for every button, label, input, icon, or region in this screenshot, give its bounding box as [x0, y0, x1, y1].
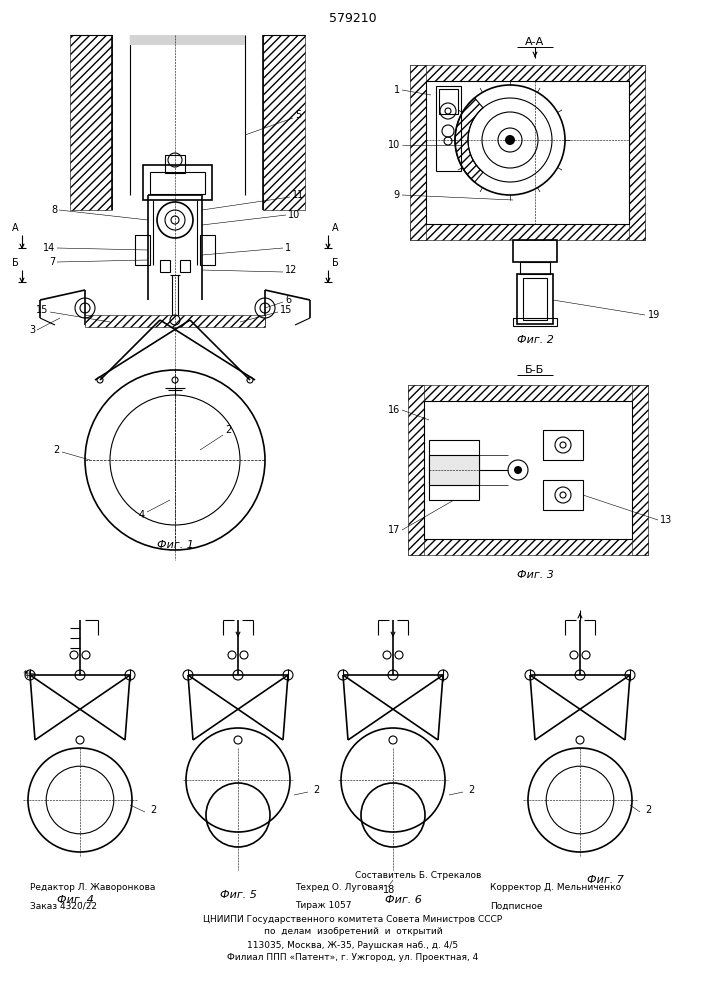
Text: Тираж 1057: Тираж 1057: [295, 902, 351, 910]
Text: Б: Б: [11, 258, 18, 268]
Text: 11: 11: [292, 190, 304, 200]
Text: 15: 15: [35, 305, 48, 315]
Text: А: А: [12, 223, 18, 233]
Circle shape: [514, 466, 522, 474]
Text: 18: 18: [383, 885, 395, 895]
Bar: [429, 455, 479, 485]
Text: ψ: ψ: [25, 668, 30, 678]
Text: 2: 2: [645, 805, 651, 815]
Bar: [165, 155, 185, 173]
Text: 6: 6: [285, 295, 291, 305]
Text: ЦНИИПИ Государственного комитета Совета Министров СССР: ЦНИИПИ Государственного комитета Совета …: [204, 916, 503, 924]
Bar: [543, 430, 583, 460]
Bar: [135, 235, 150, 265]
Bar: [436, 86, 461, 171]
Text: 579210: 579210: [329, 11, 377, 24]
Text: 2: 2: [225, 425, 231, 435]
Bar: [426, 81, 629, 224]
Text: 3: 3: [29, 325, 35, 335]
Text: Фиг. 6: Фиг. 6: [385, 895, 421, 905]
Bar: [150, 172, 205, 194]
Text: 12: 12: [285, 265, 298, 275]
Text: Филиал ППП «Патент», г. Ужгород, ул. Проектная, 4: Филиал ППП «Патент», г. Ужгород, ул. Про…: [228, 954, 479, 962]
Text: Фиг. 2: Фиг. 2: [517, 335, 554, 345]
Bar: [543, 480, 583, 510]
Text: 10: 10: [288, 210, 300, 220]
Bar: [520, 262, 550, 274]
Bar: [410, 224, 645, 240]
Bar: [513, 318, 557, 326]
Bar: [160, 260, 170, 272]
Text: 14: 14: [42, 243, 55, 253]
Text: Фиг. 4: Фиг. 4: [57, 895, 93, 905]
Bar: [408, 539, 648, 555]
Text: 9: 9: [394, 190, 400, 200]
Text: Фиг. 5: Фиг. 5: [220, 890, 257, 900]
Text: Б-Б: Б-Б: [525, 365, 544, 375]
Text: Заказ 4320/22: Заказ 4320/22: [30, 902, 97, 910]
Bar: [629, 65, 645, 240]
Text: А: А: [332, 223, 339, 233]
Wedge shape: [455, 98, 483, 182]
Bar: [429, 440, 479, 500]
Bar: [408, 385, 648, 401]
Bar: [130, 35, 245, 45]
Text: Подписное: Подписное: [490, 902, 542, 910]
Bar: [408, 385, 424, 555]
Text: 2: 2: [313, 785, 320, 795]
Bar: [523, 278, 547, 320]
Text: 4: 4: [139, 510, 145, 520]
Text: 10: 10: [387, 140, 400, 150]
Text: 8: 8: [51, 205, 57, 215]
Text: 17: 17: [387, 525, 400, 535]
Bar: [517, 274, 553, 324]
Text: 7: 7: [49, 257, 55, 267]
Text: 19: 19: [648, 310, 660, 320]
Text: Составитель Б. Стрекалов: Составитель Б. Стрекалов: [355, 870, 481, 880]
Text: А-А: А-А: [525, 37, 544, 47]
Text: Фиг. 3: Фиг. 3: [517, 570, 554, 580]
Text: 1: 1: [394, 85, 400, 95]
Bar: [439, 89, 458, 114]
Circle shape: [505, 135, 515, 145]
Text: 15: 15: [280, 305, 293, 315]
Text: Корректор Д. Мельниченко: Корректор Д. Мельниченко: [490, 884, 621, 892]
Text: Б: Б: [332, 258, 339, 268]
Text: Фиг. 7: Фиг. 7: [587, 875, 624, 885]
Bar: [263, 35, 305, 210]
Bar: [410, 65, 645, 81]
Text: 5: 5: [295, 110, 301, 120]
Bar: [180, 260, 190, 272]
Bar: [410, 65, 426, 240]
Text: Фиг. 1: Фиг. 1: [156, 540, 194, 550]
Text: 13: 13: [660, 515, 672, 525]
Bar: [200, 235, 215, 265]
Text: по  делам  изобретений  и  открытий: по делам изобретений и открытий: [264, 928, 443, 936]
Bar: [143, 165, 212, 200]
Text: 113035, Москва, Ж-35, Раушская наб., д. 4/5: 113035, Москва, Ж-35, Раушская наб., д. …: [247, 940, 459, 950]
Bar: [424, 401, 632, 539]
Text: Техред О. Луговая: Техред О. Луговая: [295, 884, 383, 892]
Text: 2: 2: [468, 785, 474, 795]
Text: 2: 2: [54, 445, 60, 455]
Text: Редактор Л. Жаворонкова: Редактор Л. Жаворонкова: [30, 884, 156, 892]
Bar: [632, 385, 648, 555]
Text: 16: 16: [387, 405, 400, 415]
Text: 1: 1: [285, 243, 291, 253]
Bar: [513, 240, 557, 262]
Bar: [85, 315, 265, 327]
Text: 2: 2: [150, 805, 156, 815]
Bar: [70, 35, 112, 210]
